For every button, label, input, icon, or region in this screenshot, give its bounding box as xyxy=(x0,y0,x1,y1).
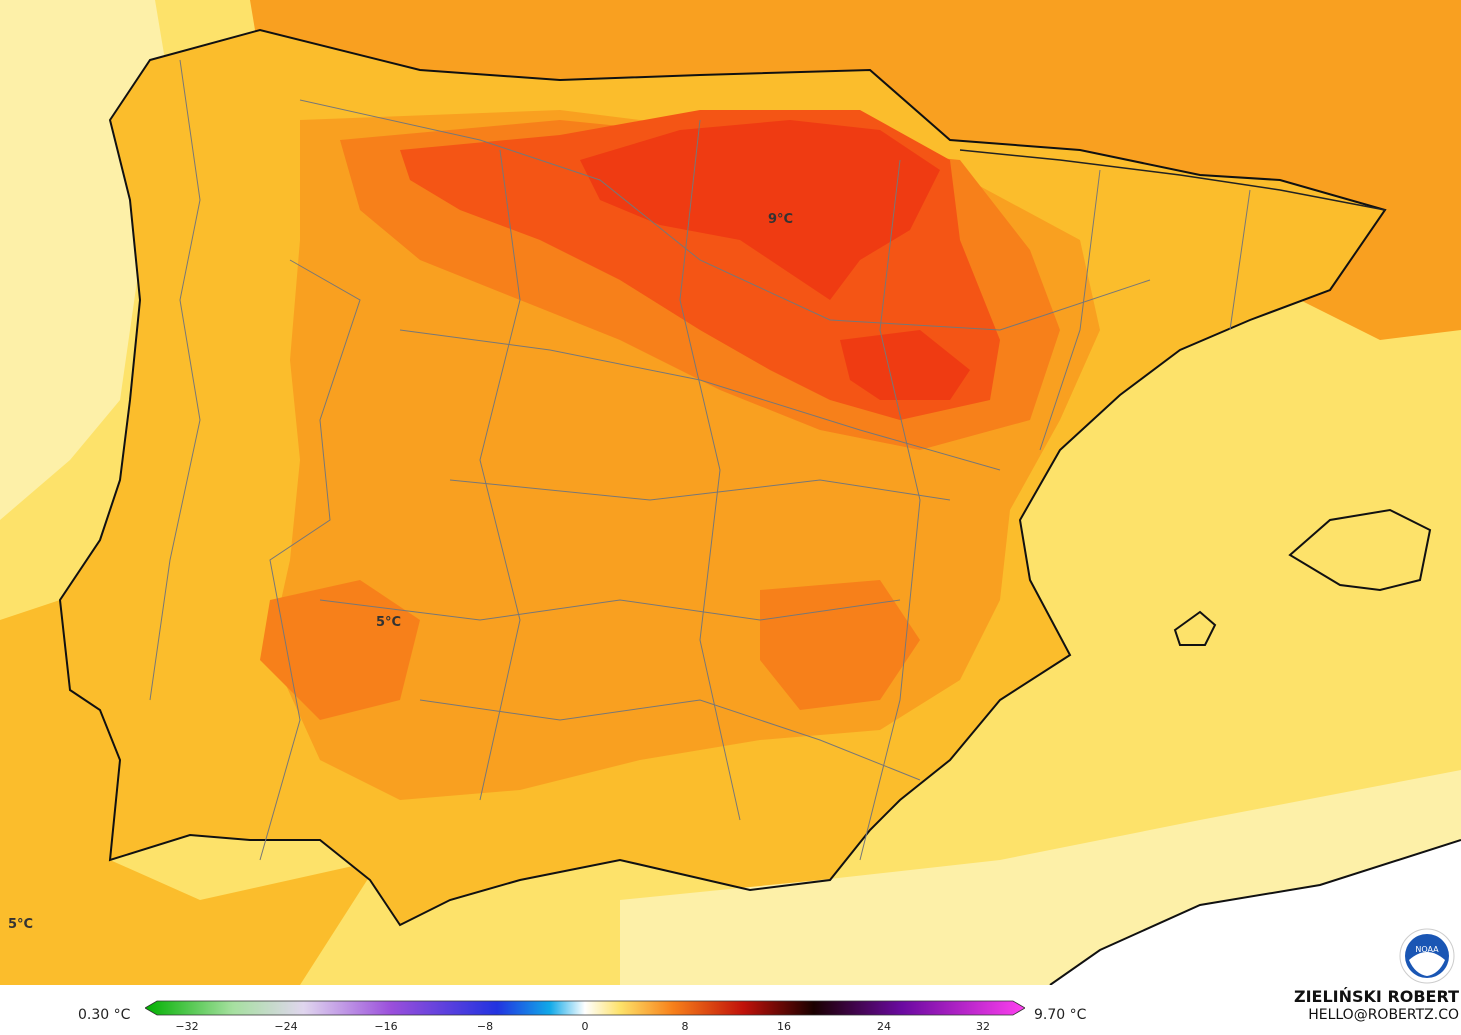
footer: 0.30 °C 9.70 °C −32 −24 −16 −8 0 xyxy=(0,985,1461,1035)
author-email: HELLO@ROBERTZ.CO xyxy=(1308,1007,1459,1023)
coastline-balearic-mallorca xyxy=(1288,508,1432,592)
colorbar-tick-label: 0 xyxy=(581,1020,589,1033)
colorbar-gradient xyxy=(145,1000,1025,1016)
warmer-zone-west xyxy=(260,580,420,720)
coastline-north-africa xyxy=(1049,839,1461,985)
colorbar-tick-label: −24 xyxy=(274,1020,298,1033)
pyrenees-border xyxy=(959,149,1386,211)
noaa-logo-text: NOAA xyxy=(1415,945,1439,954)
colorbar-tick-label: 24 xyxy=(877,1020,891,1033)
coastline-balearic-ibiza xyxy=(1173,610,1217,646)
north-africa-land xyxy=(1050,840,1461,985)
author-name: ZIELIŃSKI ROBERT xyxy=(1293,987,1459,1006)
colorbar-tick-label: 32 xyxy=(976,1020,990,1033)
colorbar-max-label: 9.70 °C xyxy=(1034,1007,1087,1023)
colorbar-tick-label: 16 xyxy=(777,1020,791,1033)
colorbar-min-label: 0.30 °C xyxy=(78,1007,131,1023)
hottest-zone xyxy=(580,120,940,300)
coastline-iberia xyxy=(58,28,1387,927)
colorbar xyxy=(145,1000,1025,1016)
map-canvas xyxy=(0,0,1461,985)
temperature-map: 9°C 5°C 5°C NOAA xyxy=(0,0,1461,985)
map-label-max: 9°C xyxy=(768,212,794,227)
colorbar-tick-label: 8 xyxy=(681,1020,689,1033)
provincial-borders xyxy=(149,59,1251,861)
hottest-zone-east xyxy=(840,330,970,400)
map-label-edge: 5°C xyxy=(8,917,34,932)
noaa-logo-icon: NOAA xyxy=(1399,928,1455,984)
colorbar-tick-label: −8 xyxy=(476,1020,494,1033)
map-label-mid: 5°C xyxy=(376,615,402,630)
colorbar-tick-label: −16 xyxy=(374,1020,398,1033)
warmer-zone-south-central xyxy=(760,580,920,710)
colorbar-tick-label: −32 xyxy=(175,1020,199,1033)
